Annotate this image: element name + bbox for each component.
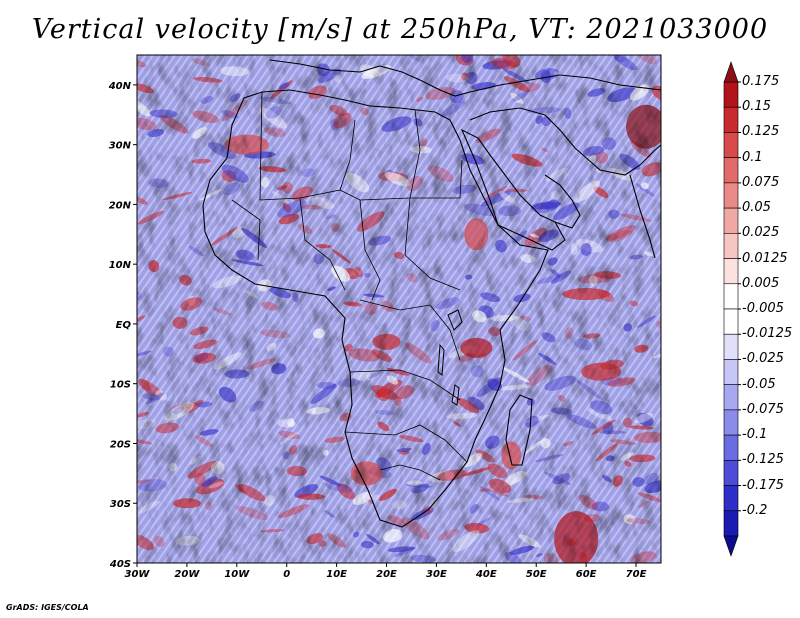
- colorbar: [723, 61, 741, 557]
- colorbar-level-label: 0.15: [742, 99, 771, 115]
- colorbar-segment: [723, 157, 739, 184]
- lon-tick-label: 70E: [626, 569, 647, 580]
- colorbar-segment: [723, 258, 739, 285]
- colorbar-level-label: 0.0125: [742, 250, 788, 266]
- country-borders: [231, 91, 468, 481]
- colorbar-level-label: -0.025: [742, 351, 784, 367]
- colorbar-segment: [723, 510, 739, 537]
- colorbar-level-label: -0.175: [742, 477, 784, 493]
- colorbar-min-arrow: [723, 535, 739, 557]
- lon-tick-label: 30W: [125, 569, 151, 580]
- plot-frame: [136, 54, 662, 564]
- latitude-axis: 40N 30N 20N 10N EQ 10S 20S 30S 40S: [108, 81, 137, 570]
- lon-tick-label: 30E: [426, 569, 447, 580]
- colorbar-level-label: 0.075: [742, 174, 780, 190]
- lat-tick-label: 30S: [110, 499, 131, 510]
- field-noise: [137, 55, 661, 563]
- colorbar-segment: [723, 132, 739, 158]
- colorbar-segment: [723, 308, 739, 335]
- lat-tick-label: 10S: [110, 380, 131, 391]
- lon-tick-label: 60E: [576, 569, 597, 580]
- colorbar-level-label: -0.005: [742, 301, 784, 316]
- lat-tick-label: 40S: [109, 559, 131, 570]
- colorbar-level-label: -0.2: [742, 502, 768, 518]
- colorbar-segment: [723, 333, 739, 360]
- map-title: Vertical velocity [m/s] at 250hPa, VT: 2…: [31, 14, 769, 45]
- lat-tick-label: EQ: [116, 320, 132, 331]
- colorbar-segment: [723, 384, 739, 411]
- plot-area: [137, 55, 661, 563]
- colorbar-segment: [723, 81, 739, 108]
- colorbar-level-label: -0.125: [742, 452, 784, 468]
- lakes: [437, 309, 463, 406]
- colorbar-segment: [723, 182, 739, 209]
- colorbar-segment: [723, 460, 739, 486]
- lat-tick-label: 10N: [109, 260, 132, 271]
- colorbar-level-label: 0.005: [742, 275, 780, 291]
- colorbar-level-label: 0.025: [742, 225, 780, 241]
- lon-tick-label: 20E: [376, 569, 397, 580]
- lat-tick-label: 40N: [108, 81, 132, 92]
- colorbar-segment: [723, 233, 739, 259]
- colorbar-level-label: -0.075: [742, 401, 784, 417]
- lon-tick-label: 10E: [326, 569, 347, 580]
- colorbar-segment: [723, 283, 739, 310]
- lon-tick-label: 20W: [174, 569, 200, 580]
- colorbar-level-label: 0.1: [742, 149, 763, 165]
- colorbar-segment: [723, 207, 739, 234]
- colorbar-max-arrow: [723, 61, 739, 83]
- colorbar-level-label: -0.1: [742, 427, 768, 443]
- colorbar-level-label: 0.125: [742, 124, 780, 140]
- lon-tick-label: 0: [283, 569, 290, 580]
- colorbar-segment: [723, 485, 739, 512]
- colorbar-level-label: -0.05: [742, 376, 776, 392]
- colorbar-level-label: 0.05: [742, 200, 771, 216]
- colorbar-level-label: -0.0125: [742, 326, 793, 342]
- colorbar-segment: [723, 106, 739, 133]
- colorbar-segment: [723, 359, 739, 385]
- lon-tick-label: 10W: [224, 569, 250, 580]
- lon-tick-label: 40E: [475, 569, 497, 580]
- lat-tick-label: 20N: [109, 200, 132, 211]
- lon-tick-label: 50E: [526, 569, 547, 580]
- colorbar-segment: [723, 434, 739, 461]
- credit-text: GrADS: IGES/COLA: [6, 603, 89, 612]
- colorbar-segment: [723, 409, 739, 436]
- lat-tick-label: 20S: [110, 439, 131, 450]
- colorbar-level-label: 0.175: [742, 74, 780, 89]
- longitude-axis: 30W 20W 10W 0 10E 20E 30E 40E 50E 60E 70E: [125, 563, 647, 580]
- lat-tick-label: 30N: [109, 141, 132, 152]
